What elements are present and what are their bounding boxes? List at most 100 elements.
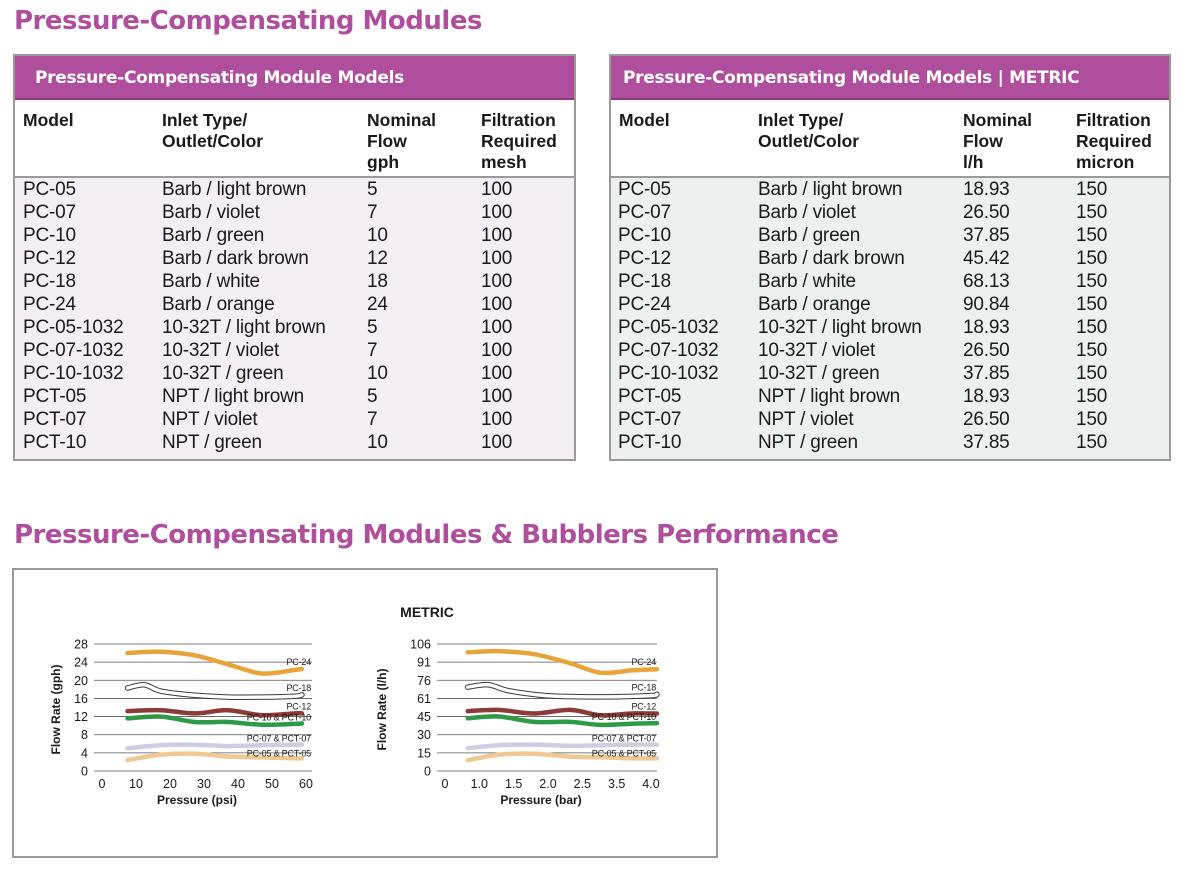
cell-model: PCT-07 — [23, 409, 87, 430]
cell-inlet-type: Barb / violet — [162, 202, 260, 223]
cell-nominal-flow: 18.93 — [963, 317, 1010, 338]
cell-model: PC-05-1032 — [618, 317, 719, 338]
cell-model: PC-18 — [23, 271, 76, 292]
cell-model: PC-10 — [618, 225, 671, 246]
cell-nominal-flow: 26.50 — [963, 202, 1010, 223]
cell-filtration: 150 — [1076, 294, 1108, 315]
cell-model: PC-10-1032 — [23, 363, 124, 384]
cell-inlet-type: NPT / violet — [758, 409, 854, 430]
cell-model: PCT-05 — [23, 386, 87, 407]
cell-filtration: 100 — [481, 409, 513, 430]
table-row: PC-18 Barb / white 18 100 — [15, 270, 574, 293]
header-nominal-flow: Nominal Flow gph — [367, 110, 437, 172]
cell-inlet-type: NPT / green — [162, 432, 262, 453]
x-tick-label: 60 — [299, 777, 313, 791]
table-banner: Pressure-Compensating Module Models — [15, 56, 574, 100]
cell-filtration: 100 — [481, 317, 513, 338]
cell-filtration: 150 — [1076, 202, 1108, 223]
chart-title: METRIC — [400, 604, 454, 620]
cell-filtration: 150 — [1076, 340, 1108, 361]
header-inlet-type: Inlet Type/ Outlet/Color — [162, 110, 264, 151]
series-label: PC-07 & PCT-07 — [247, 734, 311, 744]
table-row: PC-24 Barb / orange 90.84 150 — [611, 293, 1169, 316]
cell-nominal-flow: 10 — [367, 225, 388, 246]
table-row: PCT-05 NPT / light brown 18.93 150 — [611, 385, 1169, 408]
y-tick-label: 61 — [417, 692, 431, 706]
cell-model: PCT-05 — [618, 386, 682, 407]
series-line — [465, 648, 660, 676]
cell-model: PC-07-1032 — [618, 340, 719, 361]
x-tick-label: 2.0 — [539, 777, 556, 791]
cell-nominal-flow: 18.93 — [963, 179, 1010, 200]
header-inlet-type: Inlet Type/ Outlet/Color — [758, 110, 860, 151]
series-line — [465, 714, 660, 728]
header-model: Model — [619, 110, 670, 130]
x-tick-label: 0 — [99, 777, 106, 791]
cell-inlet-type: 10-32T / light brown — [758, 317, 922, 338]
cell-model: PC-07-1032 — [23, 340, 124, 361]
cell-nominal-flow: 10 — [367, 363, 388, 384]
cell-filtration: 100 — [481, 363, 513, 384]
y-tick-label: 24 — [74, 656, 88, 670]
page-title: Pressure-Compensating Modules — [14, 6, 482, 36]
cell-nominal-flow: 7 — [367, 340, 378, 361]
cell-model: PC-05-1032 — [23, 317, 124, 338]
table-row: PC-07 Barb / violet 26.50 150 — [611, 201, 1169, 224]
cell-filtration: 100 — [481, 225, 513, 246]
table-row: PC-05-1032 10-32T / light brown 5 100 — [15, 316, 574, 339]
table-header-row: Model Inlet Type/ Outlet/Color Nominal F… — [611, 100, 1169, 178]
cell-nominal-flow: 7 — [367, 202, 378, 223]
models-table-us: Pressure-Compensating Module Models Mode… — [13, 54, 576, 461]
cell-nominal-flow: 5 — [367, 179, 378, 200]
cell-inlet-type: Barb / orange — [758, 294, 871, 315]
performance-title: Pressure-Compensating Modules & Bubblers… — [14, 520, 839, 550]
cell-model: PCT-10 — [23, 432, 87, 453]
cell-filtration: 150 — [1076, 432, 1108, 453]
cell-filtration: 150 — [1076, 317, 1108, 338]
header-filtration: Filtration Required micron — [1076, 110, 1152, 172]
series-label: PC-05 & PCT-05 — [247, 748, 311, 758]
series-line — [125, 683, 304, 700]
series-line — [465, 742, 660, 751]
cell-filtration: 150 — [1076, 363, 1108, 384]
series-label: PC-18 — [286, 683, 311, 693]
series-label: PC-12 — [631, 701, 656, 711]
cell-nominal-flow: 24 — [367, 294, 388, 315]
series-label: PC-12 — [286, 701, 311, 711]
cell-model: PC-10 — [23, 225, 76, 246]
cell-nominal-flow: 37.85 — [963, 432, 1010, 453]
cell-nominal-flow: 10 — [367, 432, 388, 453]
y-axis-label: Flow Rate (l/h) — [375, 669, 389, 751]
x-tick-label: 2.5 — [574, 777, 591, 791]
table-row: PC-12 Barb / dark brown 12 100 — [15, 247, 574, 270]
y-tick-label: 12 — [74, 710, 88, 724]
table-header-row: Model Inlet Type/ Outlet/Color Nominal F… — [15, 100, 574, 178]
cell-nominal-flow: 5 — [367, 386, 378, 407]
table-row: PC-07-1032 10-32T / violet 7 100 — [15, 339, 574, 362]
y-tick-label: 28 — [74, 638, 88, 652]
cell-model: PCT-07 — [618, 409, 682, 430]
cell-inlet-type: Barb / dark brown — [162, 248, 309, 269]
cell-filtration: 100 — [481, 386, 513, 407]
cell-inlet-type: 10-32T / green — [758, 363, 880, 384]
y-tick-label: 8 — [81, 728, 88, 742]
cell-model: PC-07 — [618, 202, 671, 223]
table-row: PCT-10 NPT / green 10 100 — [15, 431, 574, 454]
x-tick-label: 4.0 — [642, 777, 659, 791]
cell-nominal-flow: 45.42 — [963, 248, 1010, 269]
table-row: PCT-07 NPT / violet 26.50 150 — [611, 408, 1169, 431]
x-tick-label: 30 — [197, 777, 211, 791]
cell-model: PCT-10 — [618, 432, 682, 453]
cell-nominal-flow: 37.85 — [963, 363, 1010, 384]
x-tick-label: 3.5 — [608, 777, 625, 791]
y-tick-label: 0 — [424, 765, 431, 779]
cell-filtration: 150 — [1076, 386, 1108, 407]
y-tick-label: 0 — [81, 765, 88, 779]
cell-model: PC-24 — [618, 294, 671, 315]
cell-nominal-flow: 37.85 — [963, 225, 1010, 246]
cell-filtration: 100 — [481, 432, 513, 453]
cell-inlet-type: 10-32T / green — [162, 363, 284, 384]
header-filtration: Filtration Required mesh — [481, 110, 557, 172]
series-label: PC-10 & PCT-10 — [247, 712, 311, 722]
cell-inlet-type: 10-32T / violet — [162, 340, 280, 361]
